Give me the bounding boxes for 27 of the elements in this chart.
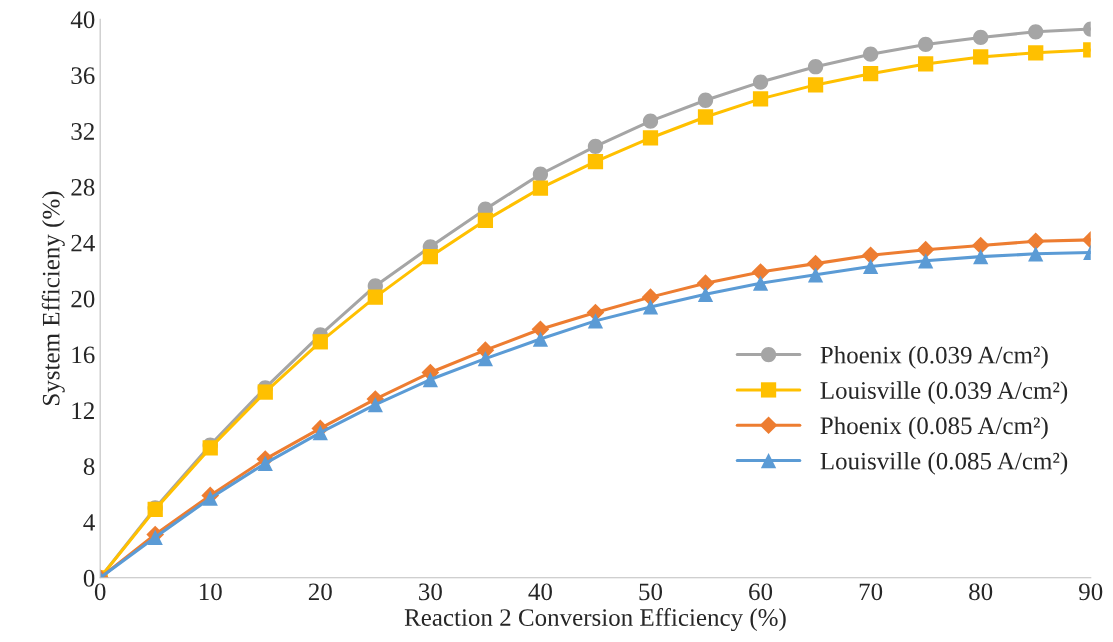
- y-tick-label: 4: [83, 514, 95, 531]
- y-tick-label: 8: [83, 458, 95, 476]
- x-tick-label: 10: [199, 583, 222, 601]
- y-tick-label: 24: [71, 234, 95, 252]
- x-tick-label: 50: [639, 583, 663, 601]
- y-tick-label: 0: [83, 569, 95, 587]
- legend-label: Phoenix (0.039 A/cm²): [820, 345, 1048, 369]
- x-axis-title: Reaction 2 Conversion Efficiency (%): [404, 608, 786, 632]
- y-tick-label: 12: [72, 402, 94, 419]
- y-tick-label: 20: [71, 290, 95, 308]
- y-tick-label: 36: [71, 67, 95, 85]
- x-tick-label: 0: [94, 583, 106, 601]
- x-tick-label: 80: [969, 583, 993, 601]
- y-tick-label: 16: [72, 346, 95, 364]
- y-axis-title: System Efficieny (%): [41, 191, 65, 405]
- legend-label: Louisville (0.085 A/cm²): [820, 451, 1068, 475]
- x-tick-label: 90: [1079, 583, 1103, 601]
- x-tick-label: 60: [749, 583, 773, 601]
- legend-label: Louisville (0.039 A/cm²): [820, 381, 1068, 404]
- legend-label: Phoenix (0.085 A/cm²): [820, 416, 1048, 440]
- x-tick-label: 20: [308, 583, 332, 601]
- y-tick-label: 28: [71, 178, 95, 196]
- x-tick-label: 30: [419, 583, 442, 601]
- y-tick-label: 32: [71, 123, 94, 140]
- y-tick-label: 40: [70, 11, 95, 29]
- x-tick-label: 70: [859, 583, 883, 601]
- x-tick-label: 40: [528, 583, 552, 601]
